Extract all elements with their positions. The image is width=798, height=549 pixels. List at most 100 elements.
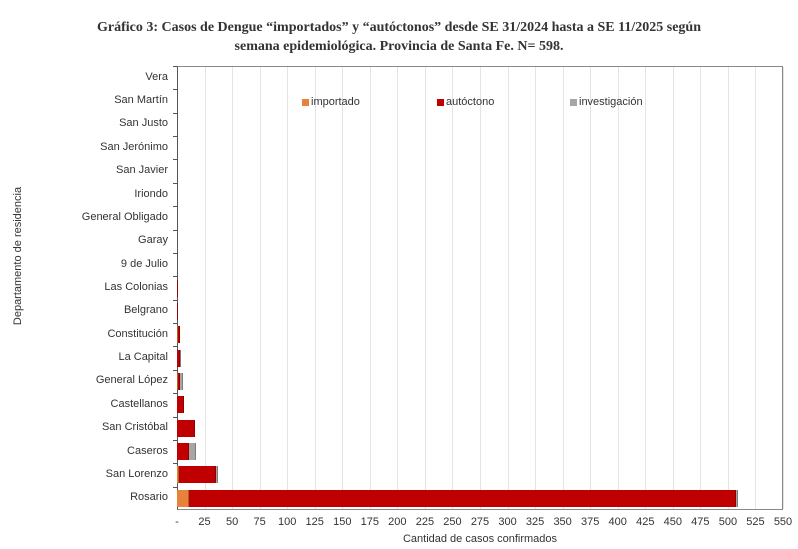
bar-segment-investigacion: [180, 349, 182, 367]
category-label: San Justo: [119, 117, 168, 130]
y-tick: [173, 229, 177, 231]
x-tick-label: 325: [525, 516, 545, 528]
bar-segment-autoctono: [179, 466, 216, 484]
x-tick-label: 350: [553, 516, 572, 528]
legend-label: importado: [311, 96, 360, 108]
x-tick-label: 100: [277, 516, 297, 528]
x-tick-label: 375: [580, 516, 600, 528]
y-tick: [173, 112, 177, 114]
x-tick-label: 300: [498, 516, 517, 528]
category-label: San Lorenzo: [105, 467, 168, 480]
bar-row: [177, 349, 182, 367]
x-tick-label: 125: [305, 516, 324, 528]
category-label: San Cristóbal: [101, 421, 168, 434]
bar-segment-autoctono: [177, 349, 181, 367]
gridline: [727, 67, 729, 509]
category-label: Las Colonias: [104, 281, 168, 293]
category-label: General Obligado: [81, 210, 168, 223]
bar-segment-autoctono: [178, 326, 181, 344]
gridline: [232, 67, 234, 509]
title-line-2: semana epidemiológica. Provincia de Sant…: [234, 39, 564, 54]
y-tick: [173, 182, 177, 184]
category-label: La Capital: [118, 351, 168, 364]
y-tick: [173, 416, 177, 418]
bar-segment-investigacion: [189, 443, 196, 461]
bar-segment-autoctono: [177, 396, 184, 414]
gridline: [535, 67, 537, 509]
bar-segment-autoctono: [178, 372, 181, 390]
category-label: Garay: [138, 234, 168, 247]
gridline: [783, 67, 784, 509]
gridline: [287, 67, 289, 509]
y-tick: [173, 486, 177, 488]
chart-title: Gráfico 3: Casos de Dengue “importados” …: [0, 18, 798, 56]
gridline: [480, 67, 481, 509]
bar-segment-autoctono: [177, 279, 179, 297]
bar-segment-autoctono: [189, 489, 736, 507]
bar-row: [177, 396, 184, 414]
y-axis-label: Departamento de residencia: [12, 186, 24, 326]
category-label: San Martín: [114, 94, 168, 107]
y-tick: [173, 346, 177, 348]
bar-segment-autoctono: [177, 419, 195, 437]
bar-row: [177, 326, 181, 344]
legend-swatch: [437, 98, 444, 106]
y-tick: [173, 369, 177, 371]
bar-row: [177, 302, 179, 320]
gridline: [700, 67, 702, 509]
y-tick: [173, 66, 177, 67]
category-label: Belgrano: [123, 304, 168, 317]
bar-segment-investigacion: [180, 372, 183, 390]
category-label: Castellanos: [110, 397, 168, 410]
category-label: Caseros: [127, 444, 168, 457]
bar-segment-importado: [177, 489, 190, 507]
plot-area: [177, 66, 784, 510]
gridline: [424, 67, 426, 509]
x-tick-label: 400: [608, 516, 627, 528]
y-tick: [173, 323, 177, 325]
x-tick-label: 50: [225, 516, 239, 528]
legend-label: investigación: [579, 96, 643, 108]
bar-segment-investigacion: [735, 489, 738, 507]
category-label: San Jerónimo: [100, 140, 168, 153]
bar-segment-investigacion: [215, 466, 218, 484]
category-label: San Javier: [116, 164, 168, 177]
x-tick-label: 500: [718, 516, 738, 528]
gridline: [507, 67, 509, 509]
y-tick: [173, 393, 177, 395]
category-label: 9 de Julio: [120, 257, 168, 270]
x-tick-label: 75: [253, 516, 266, 528]
gridline: [645, 67, 647, 509]
category-label: Vera: [145, 70, 168, 83]
legend-item-importado: importado: [302, 96, 360, 108]
y-tick: [173, 299, 177, 301]
bar-row: [177, 443, 196, 461]
x-tick-label: 175: [360, 516, 379, 528]
y-tick: [173, 276, 177, 278]
category-label: Constitución: [107, 327, 168, 340]
bar-row: [177, 279, 179, 297]
gridline: [259, 67, 261, 509]
bar-row: [177, 372, 183, 390]
x-tick-label: 475: [691, 516, 710, 528]
gridline: [590, 67, 592, 509]
gridline: [672, 67, 674, 509]
x-tick-label: 450: [663, 516, 682, 528]
bar-segment-autoctono: [177, 443, 190, 461]
legend-swatch: [302, 98, 309, 106]
y-tick: [173, 439, 177, 441]
gridline: [204, 67, 206, 509]
gridline: [617, 67, 619, 509]
gridline: [314, 67, 316, 509]
bar-segment-importado: [177, 326, 179, 344]
legend-swatch: [570, 98, 577, 106]
y-tick: [173, 206, 177, 208]
y-tick: [173, 463, 177, 465]
bar-segment-autoctono: [177, 302, 179, 320]
x-tick-label: 225: [415, 516, 435, 528]
legend-label: autóctono: [446, 96, 495, 108]
gridline: [369, 67, 371, 509]
x-axis-label: Cantidad de casos confirmados: [402, 533, 558, 545]
x-tick-label: 200: [388, 516, 407, 528]
gridline: [342, 67, 344, 509]
